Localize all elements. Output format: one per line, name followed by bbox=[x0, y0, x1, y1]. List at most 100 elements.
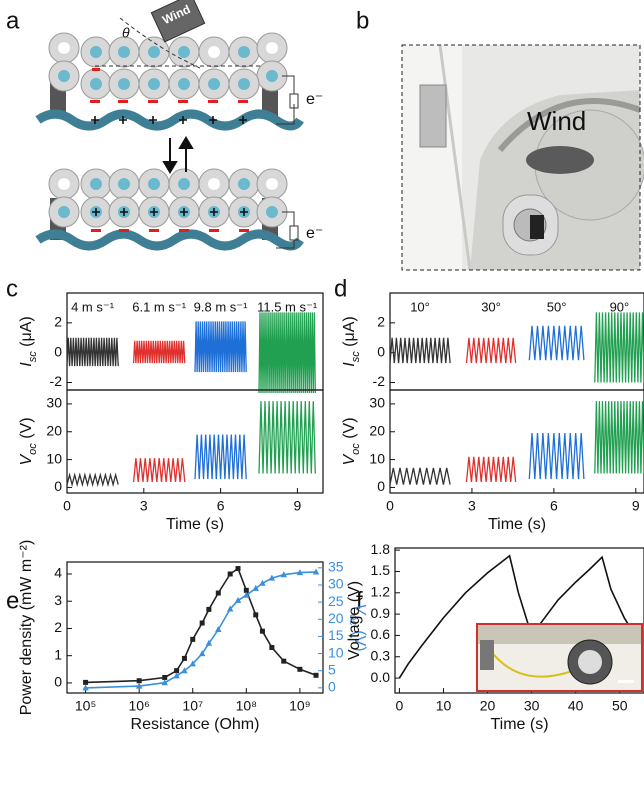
panel-label: c bbox=[6, 275, 18, 302]
y-tick-label: 0.9 bbox=[371, 605, 391, 621]
plot-frame bbox=[66, 389, 324, 494]
signal bbox=[132, 458, 186, 482]
y-tick-label: 2 bbox=[54, 619, 62, 635]
axis-label: Isc (μA) bbox=[341, 316, 362, 366]
signal bbox=[66, 472, 119, 488]
y2-tick-label: 0 bbox=[328, 679, 336, 695]
marker bbox=[136, 678, 142, 684]
axis-label-part: V bbox=[351, 603, 368, 615]
marker bbox=[181, 655, 187, 661]
electron-label: e⁻ bbox=[306, 91, 323, 108]
signal bbox=[194, 434, 247, 480]
signal bbox=[258, 312, 316, 394]
x-tick-label: 0 bbox=[396, 698, 404, 714]
y2-tick-label: 20 bbox=[328, 610, 344, 626]
y-tick-label: 0 bbox=[54, 674, 62, 690]
series-label: 6.1 m s⁻¹ bbox=[132, 299, 186, 314]
x-tick-label: 40 bbox=[568, 698, 584, 714]
x-tick-label: 10⁷ bbox=[182, 698, 203, 714]
panel-label: a bbox=[6, 7, 20, 34]
illustration-a: Wind θ e⁻ e⁻ bbox=[35, 0, 323, 251]
marker bbox=[198, 650, 206, 657]
x-tick-label: 10 bbox=[436, 698, 452, 714]
marker bbox=[173, 672, 180, 679]
y2-tick-label: 10 bbox=[328, 644, 344, 660]
x-tick-label: 50 bbox=[612, 698, 628, 714]
y-tick-label: 0.6 bbox=[371, 626, 391, 642]
marker bbox=[135, 682, 143, 689]
axis-label-part: V bbox=[18, 454, 35, 466]
x-tick-label: 6 bbox=[550, 498, 558, 514]
y2-tick-label: 35 bbox=[328, 559, 344, 575]
axis-label: Voc (V) bbox=[341, 417, 362, 465]
axis-label-part: (μA) bbox=[18, 316, 35, 351]
y-tick-label: 30 bbox=[46, 395, 62, 411]
x-tick-label: 6 bbox=[217, 498, 225, 514]
x-tick-label: 10⁵ bbox=[75, 698, 96, 714]
axis-label: Voc (V) bbox=[18, 417, 39, 465]
x-tick-label: 9 bbox=[294, 498, 302, 514]
plot-frame bbox=[389, 389, 644, 494]
y-tick-label: 0 bbox=[377, 343, 385, 359]
y-tick-label: 3 bbox=[54, 592, 62, 608]
y-tick-label: 1.8 bbox=[371, 541, 391, 557]
panel-label: e bbox=[6, 587, 19, 614]
axis-label: Voc (V) bbox=[347, 603, 368, 651]
axis-label-part: (V) bbox=[351, 626, 368, 652]
photo-b: Wind bbox=[401, 44, 644, 271]
fibers-bottom bbox=[48, 168, 288, 232]
signal bbox=[465, 337, 517, 364]
marker bbox=[205, 639, 213, 646]
axis-label-part: oc bbox=[350, 443, 362, 455]
signal bbox=[389, 467, 451, 485]
marker bbox=[243, 587, 249, 593]
marker bbox=[253, 612, 259, 618]
marker bbox=[235, 566, 241, 572]
y-tick-label: 1.5 bbox=[371, 562, 391, 578]
marker bbox=[181, 667, 188, 674]
electron-label: e⁻ bbox=[306, 225, 323, 242]
marker bbox=[162, 674, 168, 680]
marker bbox=[296, 569, 304, 576]
circuits bbox=[276, 75, 299, 249]
marker bbox=[227, 571, 233, 577]
series-label: 30° bbox=[481, 299, 501, 314]
marker bbox=[189, 660, 196, 667]
signal bbox=[465, 456, 517, 482]
axis-label-part: I bbox=[341, 362, 358, 367]
series-label: 9.8 m s⁻¹ bbox=[194, 299, 248, 314]
signal bbox=[528, 325, 585, 361]
y-tick-label: 20 bbox=[369, 422, 385, 438]
signal bbox=[194, 321, 247, 373]
axis-label: Time (s) bbox=[490, 716, 548, 733]
y-tick-label: -2 bbox=[373, 373, 386, 389]
axis-label: Time (s) bbox=[488, 516, 546, 533]
y-tick-label: 2 bbox=[54, 314, 62, 330]
y-tick-label: 1.2 bbox=[371, 583, 391, 599]
axis-label-part: (μA) bbox=[341, 316, 358, 351]
wind-box: Wind bbox=[150, 0, 206, 43]
y-tick-label: 0 bbox=[377, 478, 385, 494]
marker bbox=[313, 672, 319, 678]
y-tick-label: -2 bbox=[50, 373, 63, 389]
series-label: 4 m s⁻¹ bbox=[71, 299, 115, 314]
axis-label-part: (V) bbox=[341, 417, 358, 443]
signal bbox=[594, 312, 644, 383]
y-tick-label: 10 bbox=[369, 450, 385, 466]
y2-tick-label: 30 bbox=[328, 576, 344, 592]
y2-tick-label: 25 bbox=[328, 593, 344, 609]
signal bbox=[132, 340, 186, 364]
y-tick-label: 10 bbox=[46, 450, 62, 466]
series-label: 10° bbox=[410, 299, 430, 314]
axis-label-part: (V) bbox=[18, 417, 35, 443]
x-tick-label: 30 bbox=[524, 698, 540, 714]
x-tick-label: 10⁹ bbox=[289, 698, 311, 714]
x-tick-label: 3 bbox=[468, 498, 476, 514]
axis-label: Voltage (V) bbox=[346, 581, 363, 660]
fibers-top bbox=[48, 32, 288, 124]
panel-label: f bbox=[356, 587, 363, 614]
marker bbox=[199, 620, 205, 626]
marker bbox=[268, 574, 276, 581]
marker bbox=[215, 626, 222, 633]
y-tick-label: 30 bbox=[369, 395, 385, 411]
